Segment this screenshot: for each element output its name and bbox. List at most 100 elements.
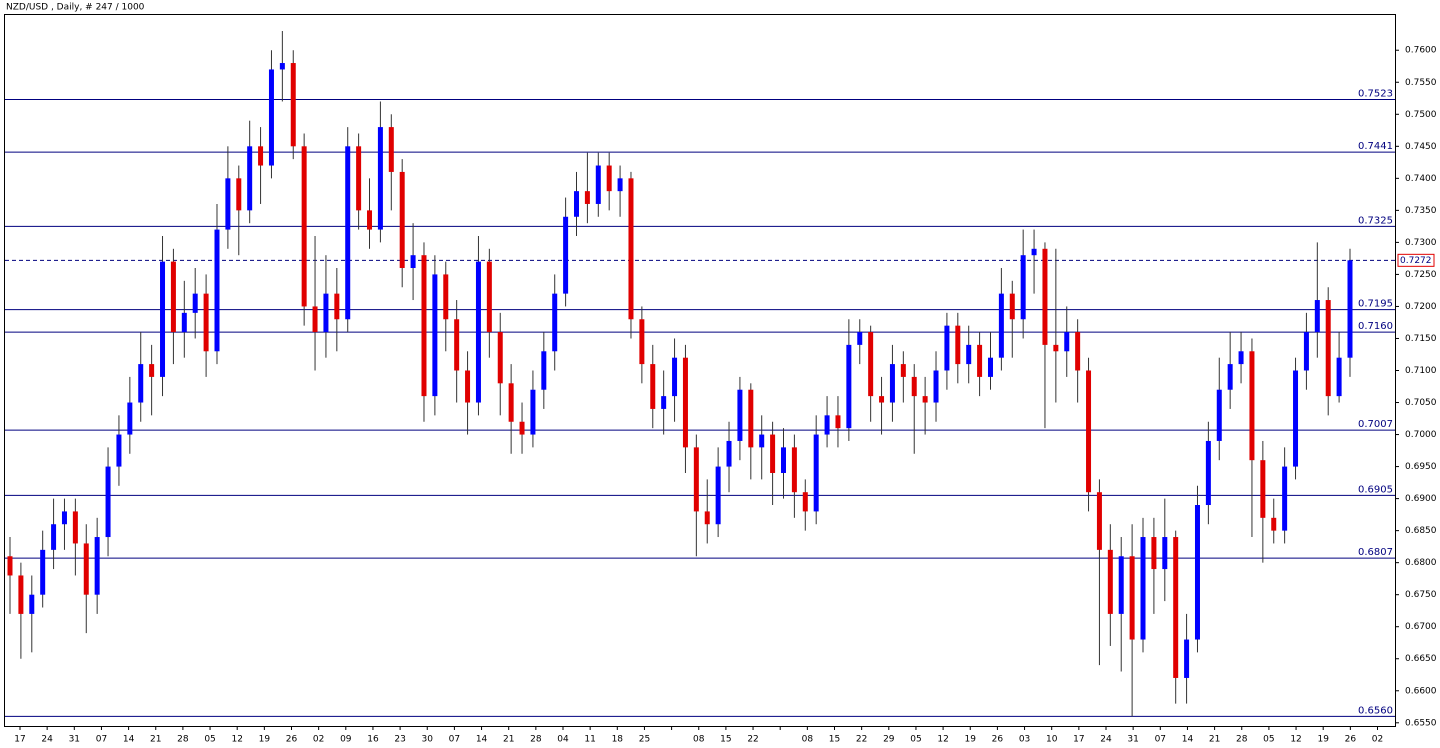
candle-body	[1031, 248, 1037, 256]
x-tick-label: 26	[286, 735, 298, 745]
level-label: 0.7325	[1358, 215, 1393, 226]
candle-body	[672, 357, 678, 397]
y-tick-label: 0.6850	[1405, 526, 1437, 536]
x-tick-label: 14	[123, 735, 135, 745]
candle-body	[715, 466, 721, 525]
candle-body	[61, 511, 67, 525]
candle-body	[301, 146, 307, 307]
candle-body	[279, 63, 285, 70]
y-tick-label: 0.7150	[1405, 334, 1437, 344]
x-tick-label: 02	[313, 735, 324, 745]
candle-body	[1205, 440, 1211, 506]
x-tick-label: 14	[476, 735, 488, 745]
candle-body	[1249, 351, 1255, 461]
candle-body	[290, 63, 296, 147]
y-tick-label: 0.7000	[1405, 430, 1437, 440]
candle-body	[497, 332, 503, 384]
candle-body	[116, 434, 122, 467]
x-tick-label: 02	[1372, 735, 1383, 745]
candle-body	[759, 434, 765, 448]
x-tick-label: 24	[1100, 735, 1112, 745]
x-tick-label: 10	[1046, 735, 1058, 745]
candle-body	[813, 434, 819, 512]
candle-body	[18, 575, 24, 614]
candle-body	[1140, 537, 1146, 640]
candle-body	[149, 364, 155, 377]
x-tick-label: 22	[856, 735, 867, 745]
candle-body	[1096, 492, 1102, 550]
candle-body	[508, 383, 514, 422]
candle-body	[421, 255, 427, 397]
candle-body	[1086, 370, 1092, 493]
x-tick-label: 29	[883, 735, 895, 745]
candle-body	[40, 549, 46, 595]
y-tick-label: 0.6900	[1405, 494, 1437, 504]
candle-body	[933, 370, 939, 403]
candle-body	[29, 594, 35, 614]
candle-body	[682, 357, 688, 448]
candle-body	[192, 293, 198, 313]
candle-body	[1303, 332, 1309, 371]
candle-body	[704, 511, 710, 525]
candle-body	[105, 466, 111, 538]
x-tick-label: 15	[720, 735, 731, 745]
x-tick-label: 28	[1236, 735, 1248, 745]
candle-body	[1325, 300, 1331, 397]
candle-body	[323, 293, 329, 333]
candle-body	[791, 447, 797, 493]
candle-body	[1194, 505, 1200, 640]
level-label: 0.7523	[1358, 89, 1393, 100]
x-tick-label: 24	[41, 735, 53, 745]
candle-body	[1009, 293, 1015, 320]
y-tick-label: 0.7600	[1405, 46, 1437, 56]
candle-body	[203, 293, 209, 352]
candle-body	[312, 306, 318, 333]
candle-body	[857, 332, 863, 345]
x-tick-label: 07	[1155, 735, 1166, 745]
candle-body	[1347, 260, 1353, 358]
candle-body	[552, 293, 558, 352]
candle-body	[432, 274, 438, 397]
candle-body	[1151, 537, 1157, 570]
candle-body	[1184, 639, 1190, 678]
level-label: 0.7007	[1358, 419, 1393, 430]
candle-body	[475, 261, 481, 403]
x-tick-label: 16	[367, 735, 379, 745]
candle-body	[737, 389, 743, 441]
candle-body	[966, 344, 972, 365]
x-tick-label: 26	[1345, 735, 1357, 745]
y-tick-label: 0.7450	[1405, 142, 1437, 152]
candle-body	[922, 396, 928, 403]
candle-body	[1314, 300, 1320, 333]
candle-body	[639, 319, 645, 365]
candle-body	[1336, 357, 1342, 397]
candle-body	[399, 171, 405, 269]
x-tick-label: 30	[422, 735, 434, 745]
candle-body	[334, 293, 340, 320]
candle-body	[367, 210, 373, 230]
x-tick-label: 25	[639, 735, 650, 745]
candle-body	[247, 146, 253, 211]
candle-body	[628, 178, 634, 320]
level-label: 0.6905	[1358, 484, 1393, 495]
x-tick-label: 21	[1209, 735, 1220, 745]
candle-body	[748, 389, 754, 448]
x-tick-label: 05	[910, 735, 921, 745]
candle-body	[780, 447, 786, 473]
candle-body	[486, 261, 492, 333]
level-label: 0.7441	[1358, 141, 1393, 152]
candle-body	[726, 440, 732, 467]
candle-body	[214, 229, 220, 352]
candle-body	[541, 351, 547, 390]
candle-body	[236, 178, 242, 211]
candle-body	[83, 543, 89, 595]
candle-body	[454, 319, 460, 371]
x-tick-label: 03	[1019, 735, 1030, 745]
candle-body	[1129, 556, 1135, 640]
y-tick-label: 0.7200	[1405, 302, 1437, 312]
candle-body	[911, 376, 917, 397]
candle-body	[356, 146, 362, 211]
y-tick-label: 0.7550	[1405, 78, 1437, 88]
